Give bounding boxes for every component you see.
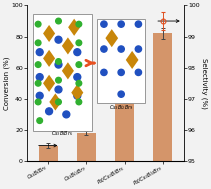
FancyBboxPatch shape [33, 14, 92, 131]
Circle shape [55, 61, 62, 68]
Circle shape [76, 62, 82, 67]
Polygon shape [106, 29, 118, 47]
Circle shape [135, 46, 142, 52]
Circle shape [74, 74, 81, 81]
Polygon shape [43, 75, 55, 92]
Circle shape [74, 92, 81, 99]
Circle shape [56, 99, 61, 105]
Text: $\mathit{Cs_3Bi_2Br_9}$: $\mathit{Cs_3Bi_2Br_9}$ [109, 103, 133, 112]
FancyBboxPatch shape [97, 19, 145, 103]
Circle shape [63, 111, 70, 118]
Circle shape [36, 49, 43, 56]
Polygon shape [43, 25, 55, 42]
Circle shape [74, 49, 81, 56]
Circle shape [56, 77, 61, 83]
Bar [77, 133, 96, 161]
Circle shape [118, 91, 124, 97]
Circle shape [37, 118, 42, 123]
Bar [39, 146, 58, 161]
Circle shape [35, 40, 41, 46]
Circle shape [35, 21, 41, 27]
Circle shape [118, 69, 124, 75]
Circle shape [76, 21, 82, 27]
Circle shape [55, 86, 62, 93]
Y-axis label: Selectivity (%): Selectivity (%) [201, 58, 208, 109]
Circle shape [135, 21, 142, 27]
Polygon shape [62, 37, 74, 54]
Circle shape [101, 46, 107, 52]
Polygon shape [49, 93, 61, 111]
Circle shape [36, 74, 43, 81]
Y-axis label: Conversion (%): Conversion (%) [3, 57, 10, 110]
Polygon shape [43, 50, 55, 67]
Polygon shape [62, 62, 74, 79]
Circle shape [76, 40, 82, 46]
Circle shape [35, 81, 41, 86]
Circle shape [36, 92, 43, 99]
Circle shape [35, 99, 41, 105]
Bar [153, 33, 172, 161]
Circle shape [76, 99, 82, 105]
Circle shape [118, 46, 124, 52]
Circle shape [35, 62, 41, 67]
Circle shape [46, 108, 53, 115]
Circle shape [56, 59, 61, 64]
Circle shape [76, 81, 82, 86]
Polygon shape [71, 84, 83, 101]
Text: $\mathit{Cs_3BiBr_6}$: $\mathit{Cs_3BiBr_6}$ [51, 129, 74, 138]
Circle shape [118, 21, 124, 27]
Circle shape [135, 69, 142, 75]
Polygon shape [68, 19, 80, 36]
Bar [115, 99, 134, 161]
Circle shape [101, 21, 107, 27]
Circle shape [56, 18, 61, 24]
Polygon shape [126, 51, 138, 69]
Circle shape [101, 69, 107, 75]
Circle shape [55, 36, 62, 43]
